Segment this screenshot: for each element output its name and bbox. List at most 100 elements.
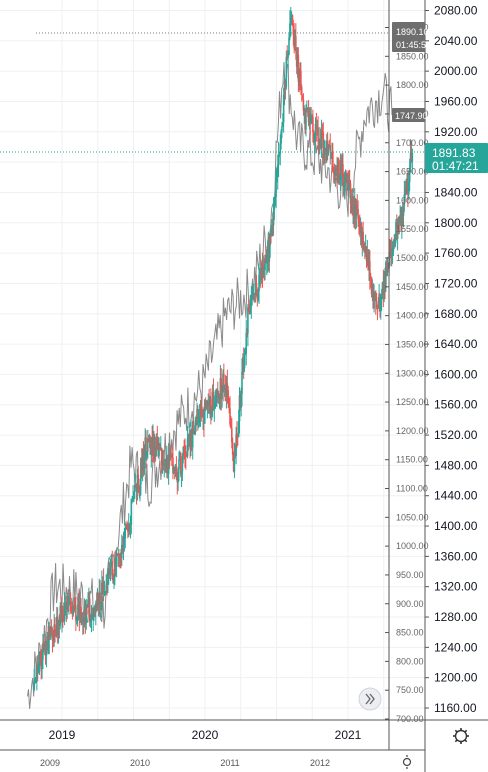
candle-body [207, 401, 210, 407]
comparison-ytick-label: 1000.00 [396, 541, 429, 551]
comparison-price-pill [392, 108, 425, 122]
candle-body [252, 293, 254, 296]
candle-body [34, 680, 36, 682]
candle-body [203, 411, 205, 424]
candle-body [238, 395, 241, 422]
candle-body [146, 451, 148, 457]
candle-body [227, 390, 230, 404]
comparison-ytick-label: 950.00 [396, 570, 424, 580]
comparison-high-time: 01:45:53 [396, 40, 431, 50]
comparison-ytick-label: 1850.00 [396, 51, 429, 61]
double-chevron-right-icon [365, 693, 375, 705]
comparison-ytick-label: 1250.00 [396, 397, 429, 407]
candle-body [397, 219, 400, 229]
candle-body [204, 399, 207, 406]
candle-body [249, 306, 252, 311]
candle-body [106, 584, 108, 586]
candles [33, 7, 414, 692]
candle-body [286, 57, 289, 59]
candle-body [321, 130, 324, 133]
candle-body [259, 270, 262, 281]
candle-body [376, 306, 379, 308]
candle-body [261, 262, 264, 278]
candle-body [250, 297, 253, 307]
candle-body [409, 152, 412, 168]
candle-body [113, 577, 115, 584]
settings-button[interactable] [453, 728, 469, 744]
gear-tooth [454, 739, 458, 743]
comparison-settings-button[interactable] [402, 755, 412, 769]
candle-body [369, 261, 371, 277]
candle-body [88, 598, 91, 623]
candle-body [134, 484, 137, 488]
candle-body [226, 383, 229, 391]
candle-body [237, 436, 239, 438]
primary-ytick-label: 1640.00 [434, 337, 478, 351]
candle-body [81, 619, 83, 622]
candle-body [364, 251, 366, 253]
comparison-ytick-label: 1600.00 [396, 195, 429, 205]
candle-body [74, 604, 76, 606]
candle-body [210, 398, 212, 415]
candle-body [191, 431, 193, 448]
comparison-ytick-label: 750.00 [396, 685, 424, 695]
candle-body [152, 435, 154, 452]
candle-body [82, 619, 84, 623]
candle-body [401, 210, 403, 226]
candle-body [90, 613, 93, 620]
candle-body [97, 594, 100, 605]
candle-body [84, 610, 87, 624]
candle-body [50, 626, 53, 634]
candle-body [190, 431, 192, 449]
candle-body [40, 653, 42, 670]
candle-body [100, 604, 102, 606]
candle-body [121, 544, 124, 551]
candle-body [174, 466, 177, 471]
candle-body [168, 454, 171, 459]
candle-body [325, 140, 328, 161]
candle-body [176, 474, 179, 483]
candle-body [300, 70, 302, 88]
candle-body [337, 159, 339, 180]
candle-body [150, 437, 153, 455]
candle-body [94, 610, 96, 613]
candle-body [236, 434, 238, 437]
candle-body [128, 524, 131, 527]
candle-body [287, 54, 289, 58]
candle-body [312, 116, 314, 132]
candle-body [395, 222, 398, 239]
candle-body [291, 15, 294, 26]
candle-body [310, 119, 312, 124]
candle-body [347, 175, 349, 190]
candle-body [173, 467, 176, 471]
candle-body [257, 291, 259, 300]
candle-body [116, 553, 119, 556]
candle-body [187, 436, 190, 439]
comparison-ytick-label: 1400.00 [396, 311, 429, 321]
candle-body [355, 204, 358, 217]
candle-body [372, 284, 375, 309]
candle-body [285, 57, 288, 88]
candle-body [46, 636, 49, 649]
candle-body [344, 173, 347, 176]
candle-body [374, 292, 376, 296]
candle-body [405, 188, 407, 195]
candle-body [342, 164, 344, 187]
candle-body [36, 664, 38, 679]
candle-body [356, 204, 359, 209]
scroll-to-latest-button[interactable] [358, 687, 382, 711]
comparison-ytick-label: 800.00 [396, 656, 424, 666]
candle-body [177, 469, 179, 483]
candle-body [160, 447, 162, 449]
comparison-series-line [27, 61, 393, 709]
primary-ytick-label: 1280.00 [434, 610, 478, 624]
candle-body [166, 456, 168, 472]
candle-body [79, 606, 81, 619]
candle-body [137, 474, 140, 487]
candle-body [55, 634, 57, 636]
candle-body [278, 154, 281, 156]
candle-body [211, 392, 214, 411]
candle-body [381, 282, 384, 296]
candle-body [242, 357, 244, 372]
